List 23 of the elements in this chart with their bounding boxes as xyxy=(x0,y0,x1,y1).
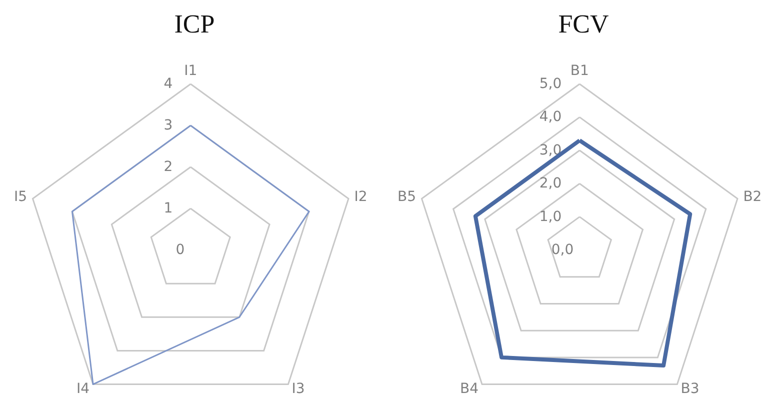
y-tick-label: 2 xyxy=(164,159,173,175)
spoke-label: B1 xyxy=(570,63,589,79)
y-tick-label: 4,0 xyxy=(539,109,562,126)
y-tick-label: 2,0 xyxy=(539,176,562,192)
chart-title: ICP xyxy=(174,10,215,38)
chart-title: FCV xyxy=(558,10,610,38)
spoke-label: B5 xyxy=(398,188,416,205)
spoke-label: I5 xyxy=(14,188,28,205)
spoke-label: I3 xyxy=(292,381,305,398)
y-tick-label: 3,0 xyxy=(539,142,562,158)
spoke-label: I2 xyxy=(354,188,368,205)
spoke-label: B4 xyxy=(460,381,479,398)
spoke-label: I4 xyxy=(76,381,90,398)
y-tick-label: 0,0 xyxy=(551,242,574,258)
y-tick-label: 1,0 xyxy=(539,208,562,225)
y-tick-label: 1 xyxy=(164,200,173,216)
y-tick-label: 3 xyxy=(164,118,173,134)
spoke-label: B3 xyxy=(680,381,700,398)
spoke-label: I1 xyxy=(184,63,198,79)
y-tick-label: 0 xyxy=(176,242,185,258)
y-tick-label: 4 xyxy=(164,76,173,92)
spoke-label: B2 xyxy=(743,188,762,205)
y-tick-label: 5,0 xyxy=(539,76,562,92)
